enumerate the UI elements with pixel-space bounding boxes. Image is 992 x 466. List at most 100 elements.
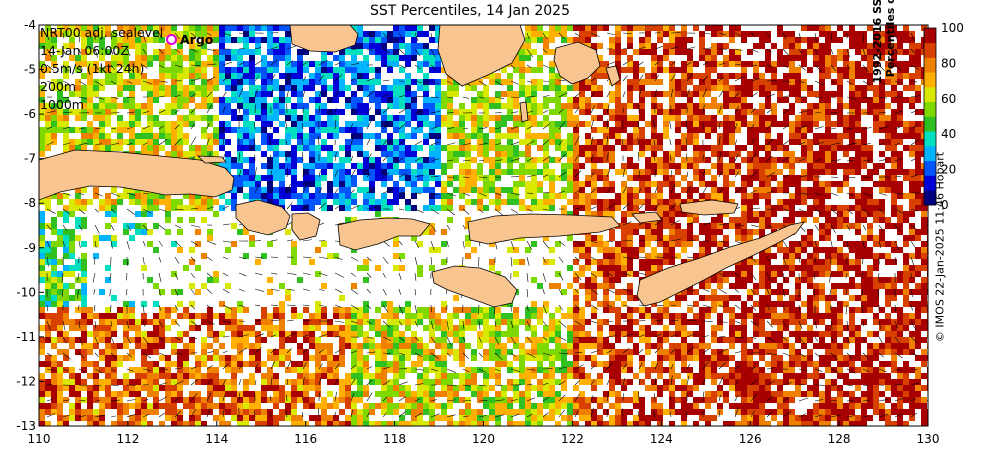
sst-cell	[225, 139, 231, 145]
sst-cell	[315, 307, 321, 313]
sst-cell	[147, 277, 153, 283]
sst-cell	[621, 331, 627, 337]
sst-cell	[753, 169, 759, 175]
sst-cell	[381, 85, 387, 91]
sst-cell	[585, 337, 591, 343]
sst-cell	[765, 121, 771, 127]
sst-cell	[207, 79, 213, 85]
sst-cell	[675, 295, 681, 301]
sst-cell	[357, 265, 363, 271]
sst-cell	[837, 265, 843, 271]
sst-cell	[393, 55, 399, 61]
sst-cell	[39, 301, 45, 307]
sst-cell	[225, 163, 231, 169]
sst-cell	[159, 79, 165, 85]
sst-cell	[573, 115, 579, 121]
sst-cell	[741, 175, 747, 181]
sst-cell	[651, 67, 657, 73]
sst-cell	[801, 301, 807, 307]
sst-cell	[99, 133, 105, 139]
sst-cell	[369, 67, 375, 73]
sst-cell	[417, 67, 423, 73]
sst-cell	[603, 277, 609, 283]
sst-cell	[177, 121, 183, 127]
sst-cell	[873, 289, 879, 295]
sst-cell	[513, 127, 519, 133]
sst-cell	[807, 169, 813, 175]
sst-cell	[843, 121, 849, 127]
sst-cell	[759, 31, 765, 37]
sst-cell	[303, 307, 309, 313]
sst-cell	[897, 205, 903, 211]
sst-cell	[639, 67, 645, 73]
sst-cell	[783, 145, 789, 151]
sst-cell	[147, 139, 153, 145]
sst-cell	[153, 283, 159, 289]
sst-cell	[891, 127, 897, 133]
sst-cell	[825, 223, 831, 229]
sst-cell	[603, 205, 609, 211]
sst-cell	[105, 73, 111, 79]
sst-cell	[171, 319, 177, 325]
sst-cell	[537, 109, 543, 115]
sst-cell	[273, 169, 279, 175]
sst-cell	[357, 25, 363, 31]
sst-cell	[891, 31, 897, 37]
sst-cell	[51, 79, 57, 85]
sst-cell	[423, 175, 429, 181]
sst-cell	[129, 127, 135, 133]
sst-cell	[585, 193, 591, 199]
sst-cell	[903, 301, 909, 307]
sst-cell	[603, 253, 609, 259]
sst-cell	[879, 43, 885, 49]
sst-cell	[183, 121, 189, 127]
sst-cell	[183, 133, 189, 139]
sst-cell	[291, 241, 297, 247]
sst-cell	[351, 103, 357, 109]
sst-cell	[471, 133, 477, 139]
sst-cell	[531, 103, 537, 109]
sst-cell	[351, 109, 357, 115]
sst-cell	[621, 199, 627, 205]
sst-cell	[807, 163, 813, 169]
sst-cell	[651, 25, 657, 31]
sst-cell	[231, 199, 237, 205]
sst-cell	[273, 115, 279, 121]
sst-cell	[801, 133, 807, 139]
sst-cell	[489, 181, 495, 187]
sst-cell	[711, 31, 717, 37]
sst-cell	[117, 127, 123, 133]
sst-cell	[435, 313, 441, 319]
sst-cell	[171, 67, 177, 73]
sst-cell	[153, 319, 159, 325]
sst-cell	[909, 313, 915, 319]
sst-cell	[369, 319, 375, 325]
sst-cell	[849, 133, 855, 139]
sst-cell	[729, 103, 735, 109]
sst-cell	[297, 343, 303, 349]
sst-cell	[831, 157, 837, 163]
sst-cell	[591, 175, 597, 181]
sst-cell	[555, 79, 561, 85]
sst-cell	[717, 283, 723, 289]
sst-cell	[891, 79, 897, 85]
sst-cell	[879, 181, 885, 187]
sst-cell	[225, 283, 231, 289]
sst-cell	[813, 319, 819, 325]
sst-cell	[795, 265, 801, 271]
sst-cell	[525, 151, 531, 157]
sst-cell	[75, 337, 81, 343]
sst-cell	[183, 85, 189, 91]
sst-cell	[513, 169, 519, 175]
sst-cell	[141, 265, 147, 271]
sst-cell	[243, 307, 249, 313]
sst-cell	[165, 85, 171, 91]
sst-cell	[135, 115, 141, 121]
sst-cell	[759, 307, 765, 313]
sst-cell	[201, 67, 207, 73]
sst-cell	[837, 247, 843, 253]
sst-cell	[441, 241, 447, 247]
sst-cell	[183, 103, 189, 109]
sst-cell	[267, 43, 273, 49]
